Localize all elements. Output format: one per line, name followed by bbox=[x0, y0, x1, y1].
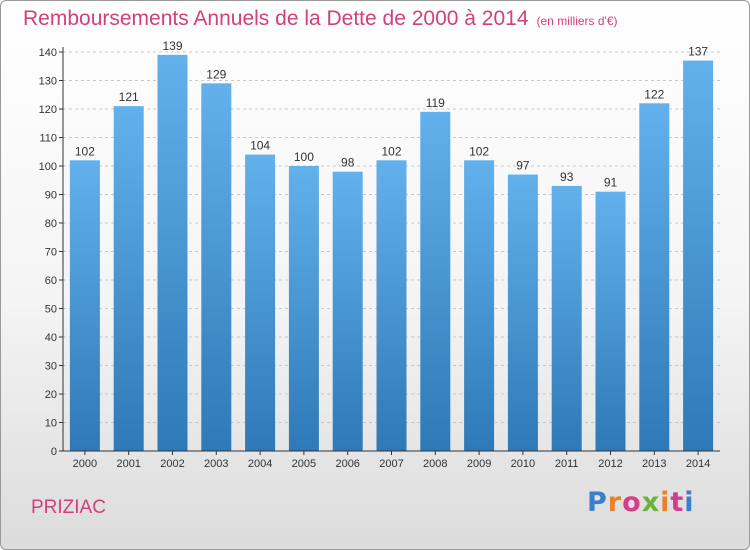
y-tick-label: 100 bbox=[39, 161, 57, 173]
data-label: 102 bbox=[469, 144, 489, 158]
data-label: 97 bbox=[516, 159, 530, 173]
y-tick-label: 60 bbox=[45, 275, 57, 287]
bar bbox=[551, 185, 582, 451]
data-label: 102 bbox=[75, 144, 95, 158]
y-tick-label: 50 bbox=[45, 304, 57, 316]
logo-letter: i bbox=[660, 487, 671, 518]
x-tick-label: 2004 bbox=[248, 458, 272, 470]
logo-letter: i bbox=[684, 487, 695, 518]
y-tick-label: 80 bbox=[45, 218, 57, 230]
x-tick-label: 2007 bbox=[379, 458, 403, 470]
bar bbox=[69, 160, 100, 452]
logo-letter: o bbox=[622, 487, 642, 518]
x-tick-label: 2012 bbox=[598, 458, 622, 470]
x-tick-label: 2003 bbox=[204, 458, 228, 470]
y-tick-label: 20 bbox=[45, 389, 57, 401]
y-tick-label: 120 bbox=[39, 104, 57, 116]
bar bbox=[376, 160, 407, 452]
data-label: 119 bbox=[426, 96, 445, 110]
bar bbox=[113, 106, 144, 452]
bar bbox=[288, 166, 319, 451]
x-tick-label: 2008 bbox=[423, 458, 447, 470]
data-label: 137 bbox=[688, 45, 708, 59]
logo-letter: t bbox=[670, 487, 685, 518]
bar bbox=[639, 103, 670, 452]
data-label: 122 bbox=[644, 87, 664, 101]
data-label: 91 bbox=[604, 176, 618, 190]
y-tick-label: 90 bbox=[45, 190, 57, 202]
data-label: 93 bbox=[560, 170, 574, 184]
x-tick-label: 2002 bbox=[160, 458, 184, 470]
chart-title-text: Remboursements Annuels de la Dette de 20… bbox=[23, 7, 529, 30]
x-tick-label: 2005 bbox=[292, 458, 316, 470]
bar bbox=[157, 54, 188, 451]
x-tick-label: 2013 bbox=[642, 458, 666, 470]
y-tick-label: 70 bbox=[45, 247, 57, 259]
data-label: 129 bbox=[206, 67, 226, 81]
x-tick-label: 2006 bbox=[335, 458, 359, 470]
data-label: 139 bbox=[162, 39, 182, 53]
bar bbox=[332, 171, 363, 451]
y-tick-label: 110 bbox=[39, 133, 57, 145]
chart-title: Remboursements Annuels de la Dette de 20… bbox=[23, 7, 618, 31]
y-tick-label: 10 bbox=[45, 418, 57, 430]
data-label: 98 bbox=[341, 156, 355, 170]
y-tick-label: 0 bbox=[51, 446, 57, 458]
logo-letter: r bbox=[607, 487, 623, 518]
logo-letter: P bbox=[587, 487, 608, 518]
commune-name: PRIZIAC bbox=[31, 497, 106, 518]
bar bbox=[464, 160, 495, 452]
chart-unit: (en milliers d'€) bbox=[536, 14, 618, 28]
data-label: 100 bbox=[294, 150, 314, 164]
x-tick-label: 2010 bbox=[511, 458, 535, 470]
x-tick-label: 2014 bbox=[686, 458, 710, 470]
x-tick-label: 2000 bbox=[73, 458, 97, 470]
bar bbox=[507, 174, 538, 452]
y-tick-label: 130 bbox=[39, 76, 57, 88]
y-tick-label: 40 bbox=[45, 332, 57, 344]
bar bbox=[595, 191, 626, 451]
y-tick-label: 140 bbox=[39, 47, 57, 59]
x-tick-label: 2001 bbox=[116, 458, 140, 470]
y-tick-label: 30 bbox=[45, 361, 57, 373]
bar bbox=[245, 154, 276, 451]
x-tick-label: 2011 bbox=[555, 458, 579, 470]
bar bbox=[420, 111, 451, 451]
bar bbox=[683, 60, 714, 452]
data-label: 121 bbox=[119, 90, 139, 104]
data-label: 104 bbox=[250, 139, 270, 153]
proxiti-logo[interactable]: Proxiti bbox=[587, 487, 695, 518]
bar bbox=[201, 83, 232, 451]
x-tick-label: 2009 bbox=[467, 458, 491, 470]
logo-letter: x bbox=[641, 487, 661, 518]
data-label: 102 bbox=[381, 144, 401, 158]
